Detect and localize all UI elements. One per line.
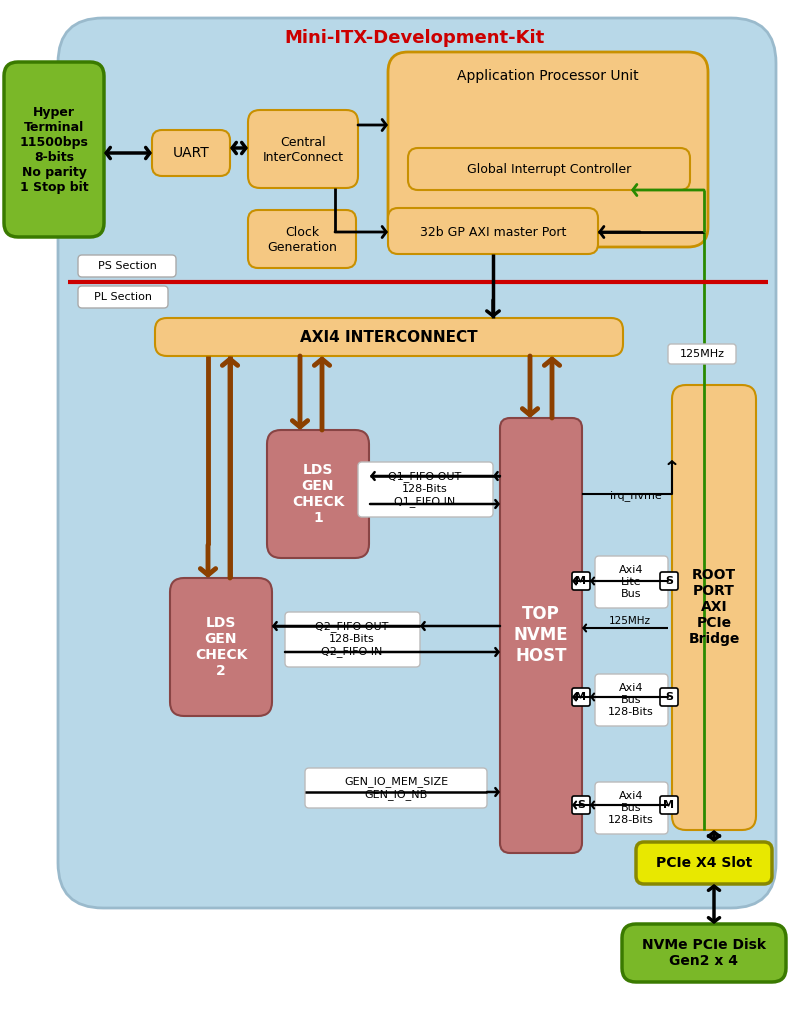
FancyBboxPatch shape (659, 688, 677, 706)
Text: Hyper
Terminal
11500bps
8-bits
No parity
1 Stop bit: Hyper Terminal 11500bps 8-bits No parity… (19, 106, 88, 194)
FancyBboxPatch shape (499, 418, 581, 853)
FancyBboxPatch shape (247, 210, 356, 268)
FancyBboxPatch shape (594, 674, 667, 726)
Text: LDS
GEN
CHECK
1: LDS GEN CHECK 1 (291, 463, 344, 525)
Text: Axi4
Bus
128-Bits: Axi4 Bus 128-Bits (607, 791, 653, 824)
FancyBboxPatch shape (622, 924, 785, 982)
Text: Q2_FIFO OUT
128-Bits
Q2_FIFO IN: Q2_FIFO OUT 128-Bits Q2_FIFO IN (315, 622, 388, 657)
FancyBboxPatch shape (407, 148, 689, 190)
Text: Global Interrupt Controller: Global Interrupt Controller (467, 163, 630, 176)
FancyBboxPatch shape (155, 318, 622, 356)
Text: PS Section: PS Section (97, 261, 157, 271)
Text: TOP
NVME
HOST: TOP NVME HOST (513, 605, 568, 665)
FancyBboxPatch shape (659, 796, 677, 814)
FancyBboxPatch shape (388, 208, 597, 254)
Text: S: S (664, 576, 672, 586)
Text: Axi4
Lite
Bus: Axi4 Lite Bus (618, 565, 642, 599)
Text: Clock
Generation: Clock Generation (267, 226, 336, 254)
FancyBboxPatch shape (671, 385, 755, 830)
FancyBboxPatch shape (594, 782, 667, 833)
Text: 125MHz: 125MHz (679, 349, 724, 359)
Text: Mini-ITX-Development-Kit: Mini-ITX-Development-Kit (284, 29, 544, 47)
Text: PCIe X4 Slot: PCIe X4 Slot (655, 856, 751, 870)
FancyBboxPatch shape (594, 556, 667, 608)
Text: PL Section: PL Section (94, 292, 152, 301)
Text: AXI4 INTERCONNECT: AXI4 INTERCONNECT (300, 329, 477, 345)
Text: M: M (662, 800, 674, 810)
Text: 32b GP AXI master Port: 32b GP AXI master Port (419, 225, 565, 239)
FancyBboxPatch shape (267, 430, 369, 558)
FancyBboxPatch shape (571, 572, 589, 590)
FancyBboxPatch shape (247, 110, 357, 188)
FancyBboxPatch shape (169, 578, 271, 716)
FancyBboxPatch shape (357, 462, 492, 517)
Text: UART: UART (173, 146, 209, 159)
Text: Application Processor Unit: Application Processor Unit (457, 69, 638, 83)
Text: Q1_FIFO OUT
128-Bits
Q1_FIFO IN: Q1_FIFO OUT 128-Bits Q1_FIFO IN (388, 471, 461, 506)
Text: Axi4
Bus
128-Bits: Axi4 Bus 128-Bits (607, 683, 653, 716)
Text: Central
InterConnect: Central InterConnect (262, 136, 343, 164)
FancyBboxPatch shape (635, 842, 771, 884)
FancyBboxPatch shape (58, 17, 775, 908)
Text: NVMe PCIe Disk
Gen2 x 4: NVMe PCIe Disk Gen2 x 4 (642, 937, 765, 968)
Text: M: M (575, 576, 585, 586)
FancyBboxPatch shape (388, 52, 707, 247)
Text: irq_nvme: irq_nvme (609, 491, 661, 501)
Text: ROOT
PORT
AXI
PCIe
Bridge: ROOT PORT AXI PCIe Bridge (687, 568, 739, 646)
Text: S: S (577, 800, 585, 810)
FancyBboxPatch shape (4, 62, 104, 237)
Text: S: S (664, 691, 672, 702)
FancyBboxPatch shape (152, 130, 230, 176)
FancyBboxPatch shape (304, 768, 487, 808)
FancyBboxPatch shape (284, 612, 419, 667)
FancyBboxPatch shape (571, 796, 589, 814)
FancyBboxPatch shape (571, 688, 589, 706)
FancyBboxPatch shape (78, 286, 168, 308)
Text: 125MHz: 125MHz (608, 616, 650, 626)
Text: LDS
GEN
CHECK
2: LDS GEN CHECK 2 (194, 615, 247, 678)
FancyBboxPatch shape (667, 344, 735, 364)
Text: M: M (575, 691, 585, 702)
Text: GEN_IO_MEM_SIZE
GEN_IO_NB: GEN_IO_MEM_SIZE GEN_IO_NB (344, 776, 447, 800)
FancyBboxPatch shape (659, 572, 677, 590)
FancyBboxPatch shape (78, 255, 176, 277)
